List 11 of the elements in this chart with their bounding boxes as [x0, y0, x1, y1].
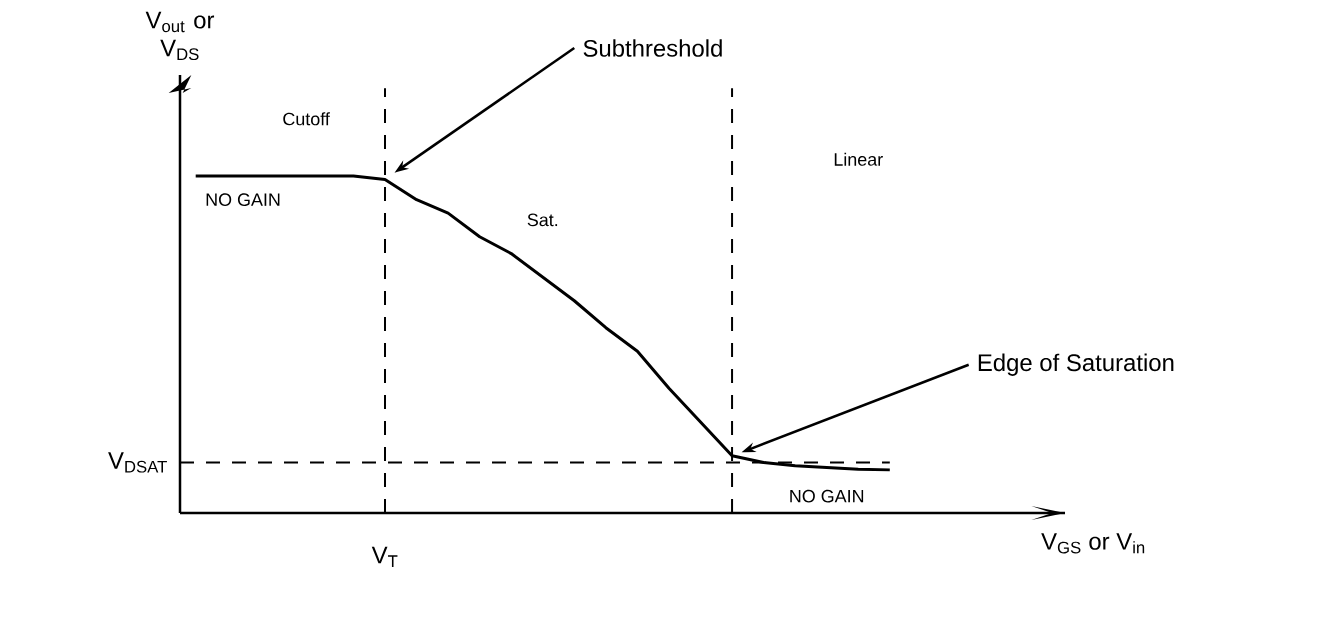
ref-line-label: V$_{DSAT}$ [108, 452, 167, 473]
text: V$_{GS}$ or V$_{in}$ [1041, 533, 1145, 554]
annotation: Sat. [527, 213, 558, 227]
text: Linear [834, 152, 883, 166]
text: V$_{T}$ [371, 546, 398, 567]
y-axis-title: V$_{out}$ or V$_{DS}$ [145, 11, 215, 61]
annotation: NO GAIN [206, 193, 280, 206]
text: Subthreshold [583, 39, 722, 57]
text: Edge of Saturation [978, 353, 1174, 376]
text: Cutoff [283, 112, 330, 126]
annotation: NO GAIN [790, 489, 864, 503]
